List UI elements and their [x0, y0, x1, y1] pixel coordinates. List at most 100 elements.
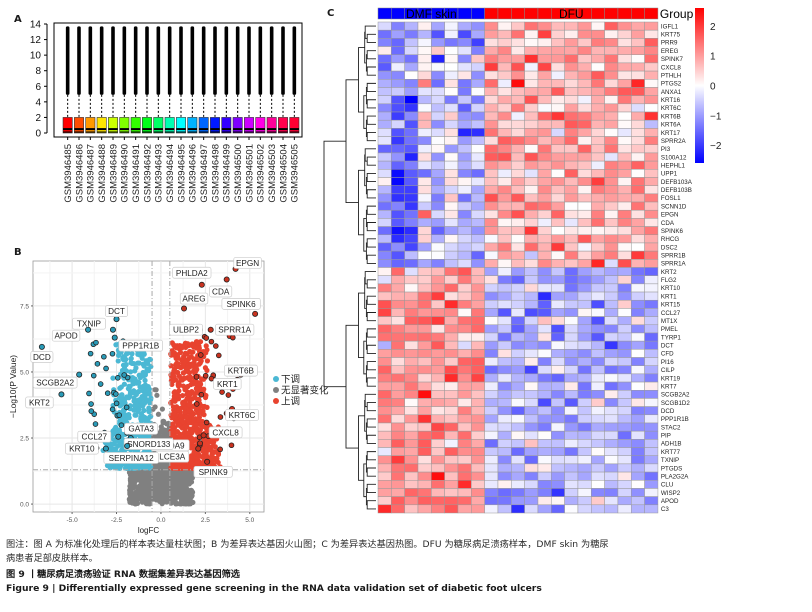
heatmap-cell — [471, 54, 485, 64]
box-body — [62, 117, 73, 134]
heatmap-cell — [644, 439, 659, 448]
point-ns — [181, 501, 187, 507]
heatmap-cell — [617, 201, 632, 211]
heatmap-cell — [537, 201, 552, 211]
heatmap-cell — [484, 226, 499, 236]
heatmap-cell — [577, 218, 592, 227]
heatmap-cell — [444, 62, 459, 72]
heatmap-cell — [377, 340, 392, 350]
row-label: DCT — [661, 343, 674, 350]
heatmap-cell — [404, 324, 419, 334]
heatmap-cell — [537, 87, 552, 96]
label-box — [51, 329, 81, 342]
box-body — [187, 117, 198, 134]
colorbar-tick-label: 1 — [710, 52, 716, 63]
heatmap-cell — [591, 414, 605, 424]
caption-figure-title-cn: 图 9 丨糖尿病足溃疡验证 RNA 数据集差异表达基因筛选 — [6, 569, 240, 580]
heatmap-cell — [524, 267, 539, 276]
point-ns — [188, 494, 195, 500]
point-ns — [163, 496, 169, 502]
point-down — [104, 390, 111, 397]
heatmap-cell — [391, 201, 405, 211]
gene-label-dct: DCT — [105, 305, 128, 317]
heatmap-cell — [457, 275, 472, 285]
heatmap-cell — [471, 316, 485, 326]
group-annotation: DMF skin DFU Group — [377, 7, 694, 21]
gene-label-epgn: EPGN — [233, 257, 262, 269]
heatmap-cell — [404, 291, 419, 301]
point-down — [87, 350, 94, 357]
group-cell — [644, 7, 659, 20]
heatmap-cell — [644, 259, 659, 268]
heatmap-cell — [444, 308, 459, 317]
heatmap-cell — [431, 291, 445, 301]
heatmap-cell — [551, 234, 565, 244]
heatmap-cell — [604, 455, 619, 465]
heatmap-cell — [511, 283, 525, 293]
heatmap-cell — [564, 242, 579, 252]
heatmap-cell — [551, 29, 565, 39]
heatmap-cell — [604, 103, 619, 113]
point-down — [127, 391, 133, 397]
x-tick-label: GSM3946485 — [63, 144, 74, 203]
plot-frame — [53, 22, 303, 138]
heatmap-cell — [484, 259, 499, 268]
heatmap-cell — [511, 242, 525, 252]
heatmap-cell — [551, 471, 565, 481]
row-label: C3 — [661, 506, 669, 513]
heatmap-cell — [457, 447, 472, 456]
heatmap-cell — [564, 406, 579, 416]
heatmap-cell — [524, 193, 539, 203]
heatmap-cell — [511, 79, 525, 88]
heatmap-cell — [631, 160, 645, 170]
box-body — [210, 117, 220, 134]
label-box — [172, 266, 212, 279]
heatmap-cell — [524, 308, 539, 317]
heatmap-cell — [551, 46, 565, 55]
heatmap-cell — [431, 152, 445, 162]
heatmap-cell — [524, 38, 539, 47]
point-up — [202, 372, 209, 379]
heatmap-cell — [604, 504, 619, 514]
heatmap-cell — [524, 463, 539, 473]
heatmap-cell — [564, 365, 579, 375]
heatmap-cell — [444, 504, 459, 514]
heatmap-cell — [577, 299, 592, 309]
heatmap-cell — [631, 234, 645, 244]
heatmap-cell — [524, 480, 539, 489]
heatmap-cell — [431, 95, 445, 105]
heatmap-cell — [604, 365, 619, 375]
heatmap-cell — [497, 119, 512, 129]
heatmap-cell — [511, 381, 525, 391]
heatmap-cell — [404, 160, 419, 170]
heatmap-cell — [604, 234, 619, 244]
heatmap-cell — [577, 504, 592, 514]
heatmap-cell — [537, 177, 552, 186]
heatmap-cell — [617, 177, 632, 186]
heatmap-cell — [644, 267, 659, 276]
heatmap-cell — [457, 136, 472, 145]
dendrogram-branch — [366, 132, 376, 142]
heatmap-cell — [524, 504, 539, 514]
heatmap-cell — [631, 332, 645, 342]
heatmap-cell — [484, 87, 499, 96]
heatmap-cell — [431, 38, 445, 47]
heatmap-cell — [484, 373, 499, 383]
colorbar-tick-label: 2 — [710, 22, 716, 33]
heatmap-cell — [537, 414, 552, 424]
heatmap-cell — [431, 308, 445, 317]
heatmap-cell — [577, 275, 592, 285]
heatmap-cell — [471, 185, 485, 195]
heatmap-cell — [444, 136, 459, 145]
row-label: KRT17 — [661, 130, 681, 137]
point-up — [184, 424, 190, 430]
heatmap-cell — [564, 332, 579, 342]
heatmap-cell — [511, 430, 525, 440]
outlier-points — [145, 26, 149, 95]
heatmap-cell — [644, 70, 659, 80]
heatmap-cell — [471, 463, 485, 473]
gene-label-cxcl8: CXCL8 — [208, 426, 243, 439]
dendrogram-branch — [366, 205, 376, 215]
point-up — [197, 380, 203, 386]
heatmap-cell — [444, 234, 459, 244]
